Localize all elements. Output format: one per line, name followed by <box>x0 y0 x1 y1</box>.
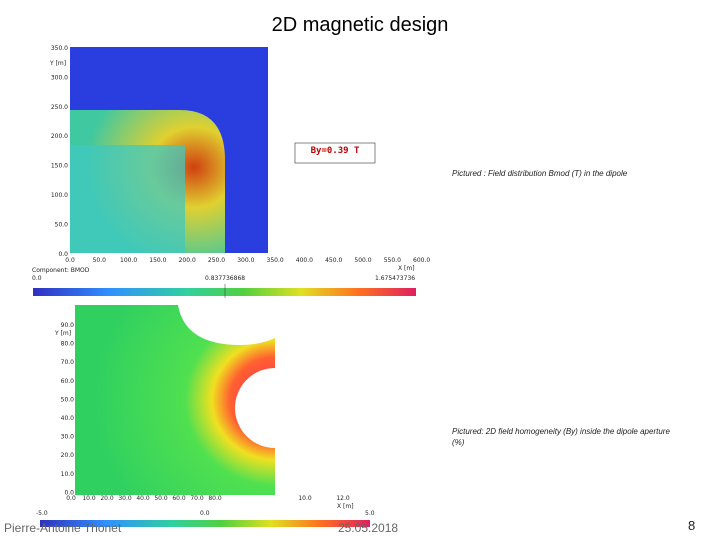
y-tick-label: 0.0 <box>58 251 68 258</box>
colorbar-title: Component: BMOD <box>32 267 90 274</box>
annotation: By=0.39 T <box>310 146 360 156</box>
x-tick-label: 600.0 <box>413 257 430 264</box>
x-tick-label: 350.0 <box>267 257 284 264</box>
y-tick-label: 60.0 <box>61 378 75 385</box>
x-tick-label: 50.0 <box>93 257 107 264</box>
y-tick-label: 90.0 <box>61 322 75 329</box>
colorbar-label: 5.0 <box>365 510 375 517</box>
x-tick-label: 70.0 <box>190 495 204 502</box>
pole-cutout <box>178 305 275 345</box>
y-tick-label: 250.0 <box>51 104 68 111</box>
aperture-cutout <box>235 368 275 448</box>
x-tick-label: 80.0 <box>208 495 222 502</box>
x-tick-label: 0.0 <box>65 257 75 264</box>
caption: Pictured : Field distribution Bmod (T) i… <box>452 169 628 178</box>
x-axis-label: X [m] <box>398 265 415 272</box>
x-tick-label: 150.0 <box>149 257 166 264</box>
x-tick-label: 300.0 <box>237 257 254 264</box>
y-tick-label: 200.0 <box>51 133 68 140</box>
y-tick-label: 50.0 <box>55 221 69 228</box>
x-tick-label: 10.0 <box>298 495 312 502</box>
x-tick-label: 200.0 <box>179 257 196 264</box>
x-tick-label: 40.0 <box>136 495 150 502</box>
x-tick-label: 50.0 <box>154 495 168 502</box>
y-tick-label: 300.0 <box>51 74 68 81</box>
top-figure <box>33 47 416 298</box>
x-tick-label: 250.0 <box>208 257 225 264</box>
caption: Pictured: 2D field homogeneity (By) insi… <box>452 427 670 447</box>
colorbar-label: 0.0 <box>200 510 210 517</box>
x-tick-label: 10.0 <box>82 495 96 502</box>
y-tick-label: 20.0 <box>61 452 75 459</box>
x-tick-label: 20.0 <box>100 495 114 502</box>
y-tick-label: 30.0 <box>61 434 75 441</box>
y-tick-label: 100.0 <box>51 192 68 199</box>
x-tick-label: 12.0 <box>336 495 350 502</box>
x-tick-label: 500.0 <box>354 257 371 264</box>
x-tick-label: 100.0 <box>120 257 137 264</box>
y-tick-label: 50.0 <box>61 396 75 403</box>
x-axis-label: X [m] <box>337 503 354 510</box>
x-tick-label: 450.0 <box>325 257 342 264</box>
colorbar-label: -5.0 <box>36 510 48 517</box>
x-tick-label: 60.0 <box>172 495 186 502</box>
y-axis-label: Y [m] <box>54 330 71 337</box>
y-tick-label: 40.0 <box>61 415 75 422</box>
y-axis-label: Y [m] <box>49 60 66 67</box>
yoke-region <box>70 145 185 253</box>
bottom-figure <box>40 305 370 527</box>
y-tick-label: 0.0 <box>64 489 74 496</box>
y-tick-label: 150.0 <box>51 163 68 170</box>
colorbar <box>40 520 370 527</box>
x-tick-label: 400.0 <box>296 257 313 264</box>
footer-author: Pierre-Antoine Thonet <box>4 521 122 535</box>
colorbar-label: 0.0 <box>32 275 42 282</box>
x-tick-label: 30.0 <box>118 495 132 502</box>
y-tick-label: 80.0 <box>61 341 75 348</box>
annotation-box <box>294 142 376 164</box>
colorbar-label: 1.675473736 <box>375 275 415 282</box>
y-tick-label: 10.0 <box>61 471 75 478</box>
footer-date: 25.05.2018 <box>338 521 399 535</box>
colorbar-label: 0.837736868 <box>205 275 245 282</box>
colorbar <box>33 288 416 296</box>
x-tick-label: 550.0 <box>384 257 401 264</box>
slide-title: 2D magnetic design <box>271 14 449 36</box>
y-tick-label: 70.0 <box>61 359 75 366</box>
x-tick-label: 0.0 <box>66 495 76 502</box>
y-tick-label: 350.0 <box>51 45 68 52</box>
page-number: 8 <box>688 518 696 533</box>
